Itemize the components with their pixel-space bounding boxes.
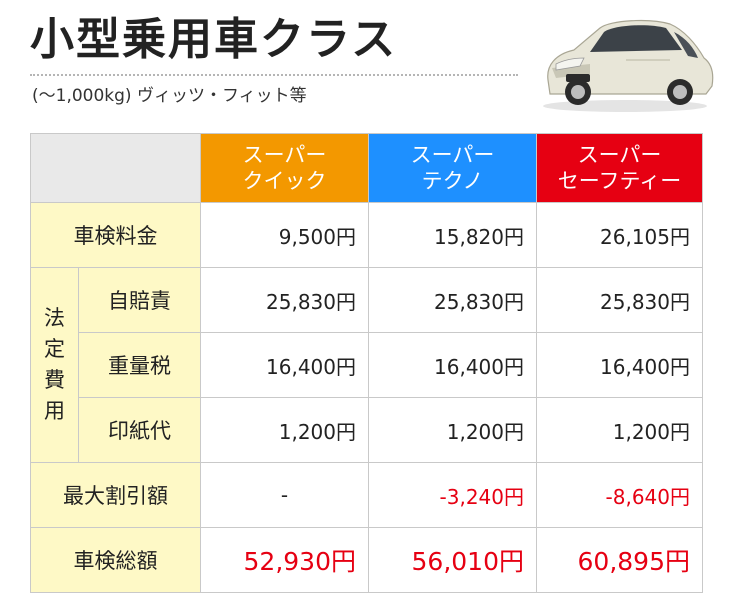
table-row-stamp-fee: 印紙代 1,200円 1,200円 1,200円 [31,397,703,463]
table-row-liability-insurance: 法 定 費 用 自賠責 25,830円 25,830円 25,830円 [30,267,703,463]
cell-value-discount: -8,640円 [536,462,703,528]
legal-fees-char: 定 [44,337,65,361]
cell-value: 25,830円 [368,267,537,333]
cell-value: 1,200円 [368,397,537,463]
plan-super-safety-header: スーパー セーフティー [536,133,703,203]
cell-value: 16,400円 [536,332,703,398]
car-image [543,19,714,112]
cell-value: 15,820円 [368,202,537,268]
cell-value-total: 60,895円 [536,527,703,593]
plan-name-line1: スーパー [410,143,495,167]
table-row-inspection-fee: 車検料金 9,500円 15,820円 26,105円 [30,202,703,268]
row-label: 印紙代 [78,397,201,463]
cell-value: 25,830円 [200,267,369,333]
plan-name-line2: セーフティー [557,169,682,193]
cell-value: 9,500円 [200,202,369,268]
table-row-max-discount: 最大割引額 - -3,240円 -8,640円 [30,462,703,528]
cell-value: 25,830円 [536,267,703,333]
legal-fees-char: 法 [44,306,65,330]
plan-name-line1: スーパー [577,143,662,167]
table-row-total: 車検総額 52,930円 56,010円 60,895円 [30,527,703,593]
cell-value: - [200,462,369,528]
cell-value-total: 52,930円 [200,527,369,593]
cell-value: 16,400円 [200,332,369,398]
row-label: 自賠責 [78,267,201,333]
legal-fees-char: 用 [44,399,65,423]
cell-value-total: 56,010円 [368,527,537,593]
cell-value: 1,200円 [200,397,369,463]
row-label: 車検総額 [30,527,201,593]
page-title: 小型乗用車クラス [30,14,398,65]
row-label: 重量税 [78,332,201,398]
table-corner [30,133,201,203]
page-subtitle: (～1,000kg) ヴィッツ・フィット等 [32,86,307,106]
cell-value-discount: -3,240円 [368,462,537,528]
legal-fees-group-label: 法 定 費 用 [30,267,79,463]
plan-header-row: スーパー クイック スーパー テクノ スーパー セーフティー [30,133,703,203]
cell-value: 26,105円 [536,202,703,268]
plan-name-line1: スーパー [242,143,327,167]
plan-name-line2: クイック [242,169,327,193]
legal-fees-char: 費 [44,368,65,392]
title-divider [30,74,518,76]
row-label: 最大割引額 [30,462,201,528]
plan-super-techno-header: スーパー テクノ [368,133,537,203]
plan-super-quick-header: スーパー クイック [200,133,369,203]
table-row-weight-tax: 重量税 16,400円 16,400円 16,400円 [31,332,703,398]
price-table: スーパー クイック スーパー テクノ スーパー セーフティー 車検料金 9,50… [30,133,703,593]
cell-value: 16,400円 [368,332,537,398]
cell-value: 1,200円 [536,397,703,463]
row-label: 車検料金 [30,202,201,268]
plan-name-line2: テクノ [421,169,484,193]
